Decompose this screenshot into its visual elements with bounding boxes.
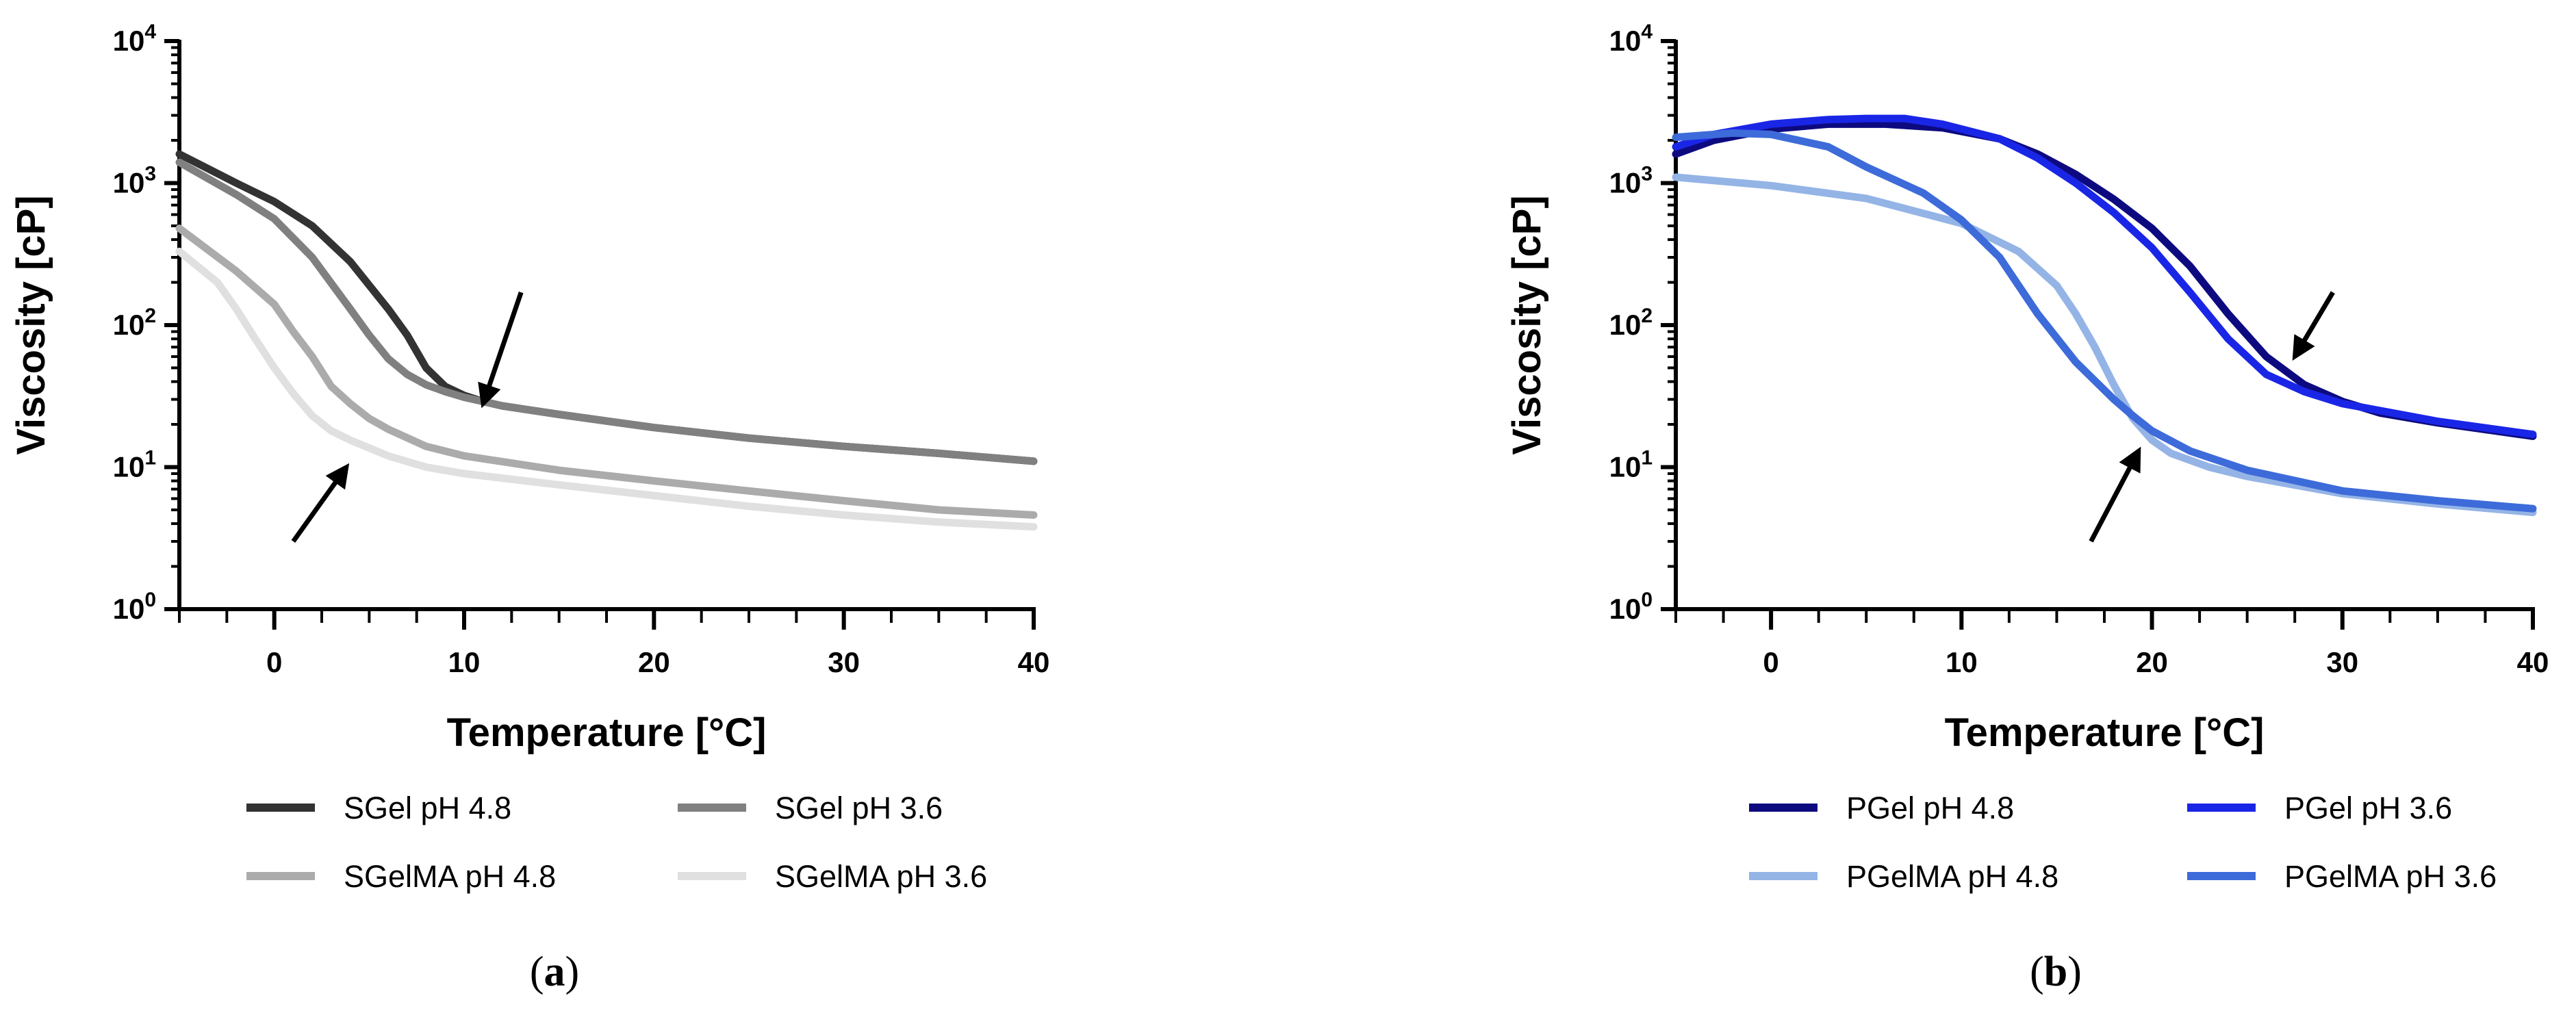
y-tick-label: 101 [1609, 447, 1653, 483]
x-tick-label: 40 [1018, 646, 1050, 678]
series-line-2 [175, 224, 1038, 519]
legend-label: PGelMA pH 4.8 [1846, 859, 2058, 894]
legend-label: SGelMA pH 3.6 [775, 859, 987, 894]
x-axis-title: Temperature [°C] [447, 710, 767, 755]
panel-caption: (a) [530, 949, 579, 995]
legend-label: PGel pH 4.8 [1846, 791, 2014, 825]
x-tick-label: 10 [448, 646, 481, 678]
x-tick-label: 30 [2326, 646, 2358, 678]
x-tick-label: 40 [2517, 646, 2549, 678]
y-tick-label: 100 [1609, 589, 1653, 625]
x-tick-label: 0 [266, 646, 282, 678]
annotation-arrow [2292, 291, 2335, 361]
x-axis-title: Temperature [°C] [1945, 710, 2265, 755]
annotation-arrow [291, 463, 350, 543]
series-line-1 [175, 158, 1038, 465]
y-axis-title: Viscosity [cP] [9, 195, 53, 454]
y-tick-label: 104 [1609, 21, 1653, 57]
legend-label: SGel pH 4.8 [344, 791, 511, 825]
panel-caption: (b) [2030, 949, 2082, 995]
y-tick-label: 103 [1609, 163, 1653, 199]
series-line-1 [1672, 114, 2537, 439]
y-tick-label: 104 [113, 21, 157, 57]
y-tick-label: 100 [113, 589, 156, 625]
x-tick-label: 0 [1763, 646, 1778, 678]
y-axis-title: Viscosity [cP] [1505, 195, 1549, 454]
series-line-2 [1672, 173, 2537, 517]
y-tick-label: 103 [113, 163, 156, 199]
series-line-3 [175, 247, 1038, 531]
y-tick-label: 102 [113, 305, 156, 341]
legend-label: PGel pH 3.6 [2284, 791, 2452, 825]
legend-label: PGelMA pH 3.6 [2284, 859, 2497, 894]
x-tick-label: 10 [1946, 646, 1978, 678]
y-tick-label: 102 [1609, 305, 1653, 341]
legend-label: SGel pH 3.6 [775, 791, 943, 825]
chart-panel-b: 100 101 102 103 104 0 10 20 30 40 Temperature [°C]… [1505, 21, 2549, 995]
x-tick-label: 20 [2136, 646, 2168, 678]
annotation-arrow [478, 292, 524, 409]
y-tick-label: 101 [113, 447, 156, 483]
x-tick-label: 30 [828, 646, 860, 678]
series-line-3 [1672, 129, 2537, 513]
legend-label: SGelMA pH 4.8 [344, 859, 556, 894]
chart-panel-a: 100 101 102 103 104 0 10 20 30 40 Temperature [°C]… [9, 21, 1049, 995]
annotation-arrow [2089, 446, 2141, 543]
x-tick-label: 20 [638, 646, 670, 678]
